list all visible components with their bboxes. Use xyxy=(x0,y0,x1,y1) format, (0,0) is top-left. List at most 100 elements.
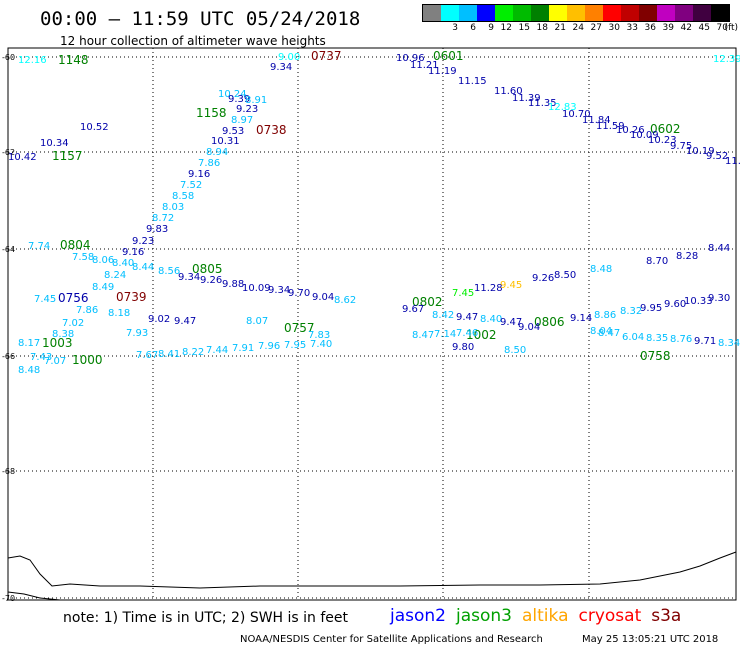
pass-time-label: 0739 xyxy=(116,290,147,304)
wave-height-value: 9.04 xyxy=(518,322,540,333)
wave-height-value: 7.40 xyxy=(310,339,332,350)
scale-label: 21 xyxy=(554,23,566,33)
wave-height-value: 7.96 xyxy=(258,341,280,352)
wave-height-value: 9.26 xyxy=(200,275,222,286)
wave-height-value: 8.34 xyxy=(718,338,740,349)
wave-height-value: 7.93 xyxy=(126,328,148,339)
map-grid xyxy=(8,48,736,600)
wave-height-value: 8.06 xyxy=(92,255,114,266)
coastline-line xyxy=(7,551,737,589)
pass-time-label: 1148 xyxy=(58,53,89,67)
wave-height-value: 10.23 xyxy=(648,135,677,146)
scale-box xyxy=(675,5,693,21)
wave-height-value: 7.52 xyxy=(180,180,202,191)
y-tick-label: -62 xyxy=(2,148,15,157)
wave-height-value: 7.58 xyxy=(72,252,94,263)
y-tick-label: -68 xyxy=(2,467,15,476)
wave-height-value: 11.15 xyxy=(458,76,487,87)
wave-height-value: 8.70 xyxy=(646,256,668,267)
scale-box xyxy=(657,5,675,21)
y-tick-label: -64 xyxy=(2,245,15,254)
wave-height-value: 10.31 xyxy=(211,136,240,147)
wave-height-value: 9.34 xyxy=(178,272,200,283)
wave-height-value: 12.39 xyxy=(713,54,740,65)
scale-label: 42 xyxy=(680,23,692,33)
scale-label: 12 xyxy=(500,23,512,33)
scale-label: 6 xyxy=(470,23,476,33)
wave-height-value: 8.18 xyxy=(108,308,130,319)
footnote: note: 1) Time is in UTC; 2) SWH is in fe… xyxy=(63,610,349,626)
wave-height-value: 9.16 xyxy=(122,247,144,258)
wave-height-value: 8.56 xyxy=(158,266,180,277)
scale-box xyxy=(621,5,639,21)
wave-height-value: 6.04 xyxy=(622,332,644,343)
scale-box xyxy=(639,5,657,21)
pass-time-label: 0806 xyxy=(534,315,565,329)
wave-height-value: 8.72 xyxy=(152,213,174,224)
pass-time-label: 1003 xyxy=(42,336,73,350)
pass-time-label: 0738 xyxy=(256,123,287,137)
wave-height-value: 7.91 xyxy=(232,343,254,354)
pass-time-label: 0758 xyxy=(640,349,671,363)
pass-time-label: 1000 xyxy=(72,353,103,367)
wave-height-value: 8.86 xyxy=(594,310,616,321)
color-scale: 3 6 9 12 15 18 21 24 27 30 33 36 39 42 45 70 (ft) xyxy=(422,4,738,33)
wave-height-value: 8.40 xyxy=(480,314,502,325)
wave-height-value: 9.47 xyxy=(500,317,522,328)
scale-label: 15 xyxy=(518,23,530,33)
wave-height-value: 9.34 xyxy=(268,285,290,296)
wave-height-value: 8.44 xyxy=(132,262,154,273)
wave-height-value: 8.50 xyxy=(504,345,526,356)
scale-label: 18 xyxy=(536,23,548,33)
wave-height-value: 9.75 xyxy=(670,141,692,152)
wave-height-value: 8.24 xyxy=(104,270,126,281)
legend-item-altika: altika xyxy=(522,606,569,626)
wave-height-value: 9.95 xyxy=(640,303,662,314)
scale-label: 39 xyxy=(662,23,674,33)
wave-height-value: 8.62 xyxy=(334,295,356,306)
wave-height-value: 7.02 xyxy=(62,318,84,329)
wave-height-value: 9.45 xyxy=(500,280,522,291)
scale-label: 36 xyxy=(644,23,656,33)
scale-label: 27 xyxy=(590,23,602,33)
scale-box xyxy=(477,5,495,21)
wave-height-value: 11.59 xyxy=(596,121,625,132)
pass-time-label: 0737 xyxy=(311,49,342,63)
pass-time-label: 1158 xyxy=(196,106,227,120)
y-tick-label: -66 xyxy=(2,352,15,361)
wave-height-value: 8.04 xyxy=(590,326,612,337)
wave-height-value: 8.48 xyxy=(18,365,40,376)
wave-height-value: 11.60 xyxy=(494,86,523,97)
coastline-edge xyxy=(7,591,61,601)
wave-height-value: 7.45 xyxy=(34,294,56,305)
wave-height-value: 9.71 xyxy=(694,336,716,347)
scale-box xyxy=(423,5,441,21)
pass-time-label: 0802 xyxy=(412,295,443,309)
wave-height-value: 7.95 xyxy=(284,340,306,351)
wave-height-value: 11.35 xyxy=(528,98,557,109)
wave-height-value: 9.39 xyxy=(228,94,250,105)
wave-height-value: 8.32 xyxy=(620,306,642,317)
wave-height-value: 7.14 xyxy=(434,329,456,340)
legend-item-cryosat: cryosat xyxy=(578,606,642,626)
color-scale-labels: 3 6 9 12 15 18 21 24 27 30 33 36 39 42 45 70 xyxy=(422,23,730,33)
y-tick-label: -70 xyxy=(2,594,15,603)
scale-box xyxy=(513,5,531,21)
wave-height-value: 8.22 xyxy=(182,347,204,358)
wave-height-value: 10.96 xyxy=(396,53,425,64)
scale-label: 24 xyxy=(572,23,584,33)
wave-height-value: 7.45 xyxy=(452,288,474,299)
coastline xyxy=(7,551,737,601)
wave-height-value: 10.33 xyxy=(684,296,713,307)
wave-height-value: 9.34 xyxy=(270,62,292,73)
wave-height-value: 10.26 xyxy=(616,125,645,136)
scale-box xyxy=(585,5,603,21)
wave-height-value: 9.52 xyxy=(706,151,728,162)
wave-height-value: 7.86 xyxy=(198,158,220,169)
wave-height-value: 7.46 xyxy=(456,328,478,339)
map-frame xyxy=(7,47,737,601)
pass-time-label: 1157 xyxy=(52,149,83,163)
wave-height-value: 8.44 xyxy=(708,243,730,254)
scale-box xyxy=(603,5,621,21)
